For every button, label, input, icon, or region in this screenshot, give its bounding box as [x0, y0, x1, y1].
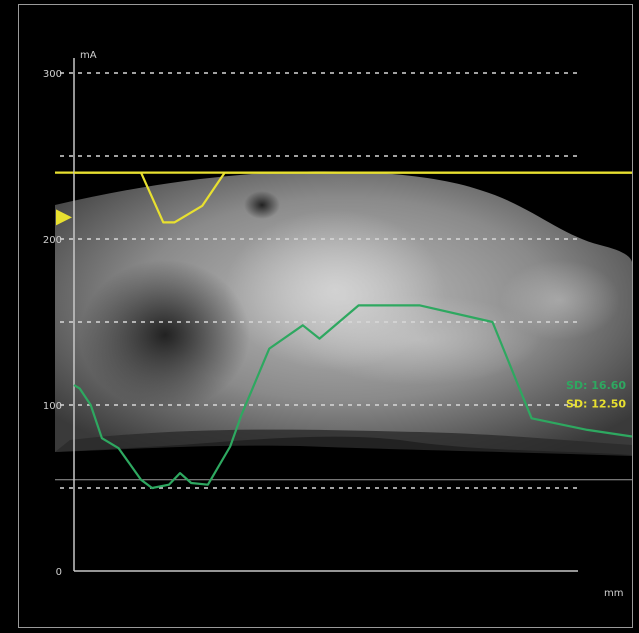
y-axis-label: mA	[80, 50, 97, 61]
chart-frame	[18, 4, 633, 628]
annotation-label-0: SD: 16.60	[566, 379, 626, 392]
y-tick-label-300: 300	[43, 69, 62, 80]
series-line-1	[73, 304, 633, 490]
marker-triangle	[56, 209, 72, 226]
y-tick-label-200: 200	[43, 235, 62, 246]
x-axis-label: mm	[604, 588, 623, 599]
annotation-label-1: SD: 12.50	[566, 397, 626, 410]
y-tick-label-100: 100	[43, 401, 62, 412]
y-tick-label-0: 0	[56, 567, 62, 578]
series-line-0	[74, 171, 632, 224]
xray-background-image	[55, 171, 632, 456]
